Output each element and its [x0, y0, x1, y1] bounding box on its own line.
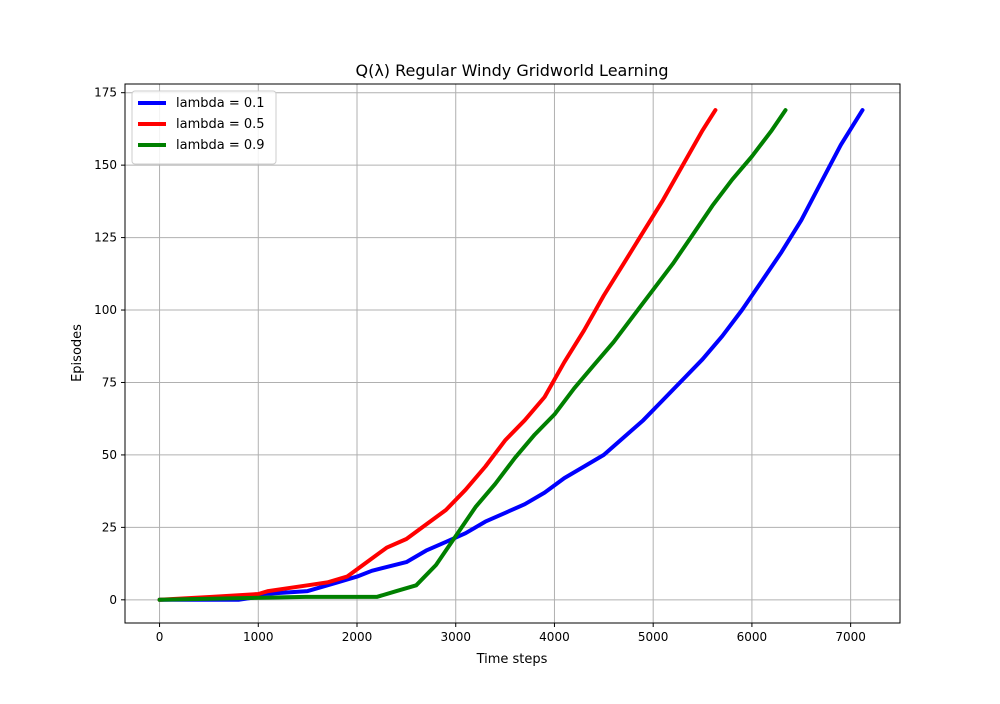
y-tick-label: 100: [94, 303, 117, 317]
x-axis-ticks: 0 1000 2000 3000 4000 5000 6000 7000: [156, 623, 866, 644]
x-tick-label: 3000: [440, 630, 471, 644]
series-line-2: [157, 108, 718, 602]
y-tick-label: 25: [102, 520, 117, 534]
y-axis-ticks: 0 25 50 75 100 125 150 175: [94, 86, 125, 607]
y-tick-label: 175: [94, 86, 117, 100]
y-tick-label: 150: [94, 158, 117, 172]
plot-frame: [124, 83, 901, 624]
x-tick-label: 7000: [835, 630, 866, 644]
x-tick-label: 4000: [539, 630, 570, 644]
y-tick-label: 75: [102, 375, 117, 389]
legend-box: [131, 90, 277, 165]
x-tick-label: 5000: [638, 630, 669, 644]
plot-lines: [157, 108, 865, 602]
x-tick-label: 6000: [737, 630, 768, 644]
y-tick-label: 50: [102, 448, 117, 462]
legend-label: lambda = 0.9: [176, 138, 265, 153]
x-axis-label: Time steps: [476, 652, 548, 667]
series-line-3: [157, 108, 788, 602]
y-tick-label: 0: [109, 593, 117, 607]
legend-label: lambda = 0.5: [176, 117, 265, 132]
y-axis-label: Episodes: [70, 324, 85, 382]
x-tick-label: 0: [156, 630, 164, 644]
series-line-1: [157, 108, 865, 602]
chart-title: Q(λ) Regular Windy Gridworld Learning: [355, 61, 668, 80]
x-tick-label: 2000: [342, 630, 373, 644]
y-tick-label: 125: [94, 231, 117, 245]
legend-label: lambda = 0.1: [176, 96, 265, 111]
x-tick-label: 1000: [243, 630, 274, 644]
legend: lambda = 0.1 lambda = 0.5 lambda = 0.9: [131, 90, 277, 165]
